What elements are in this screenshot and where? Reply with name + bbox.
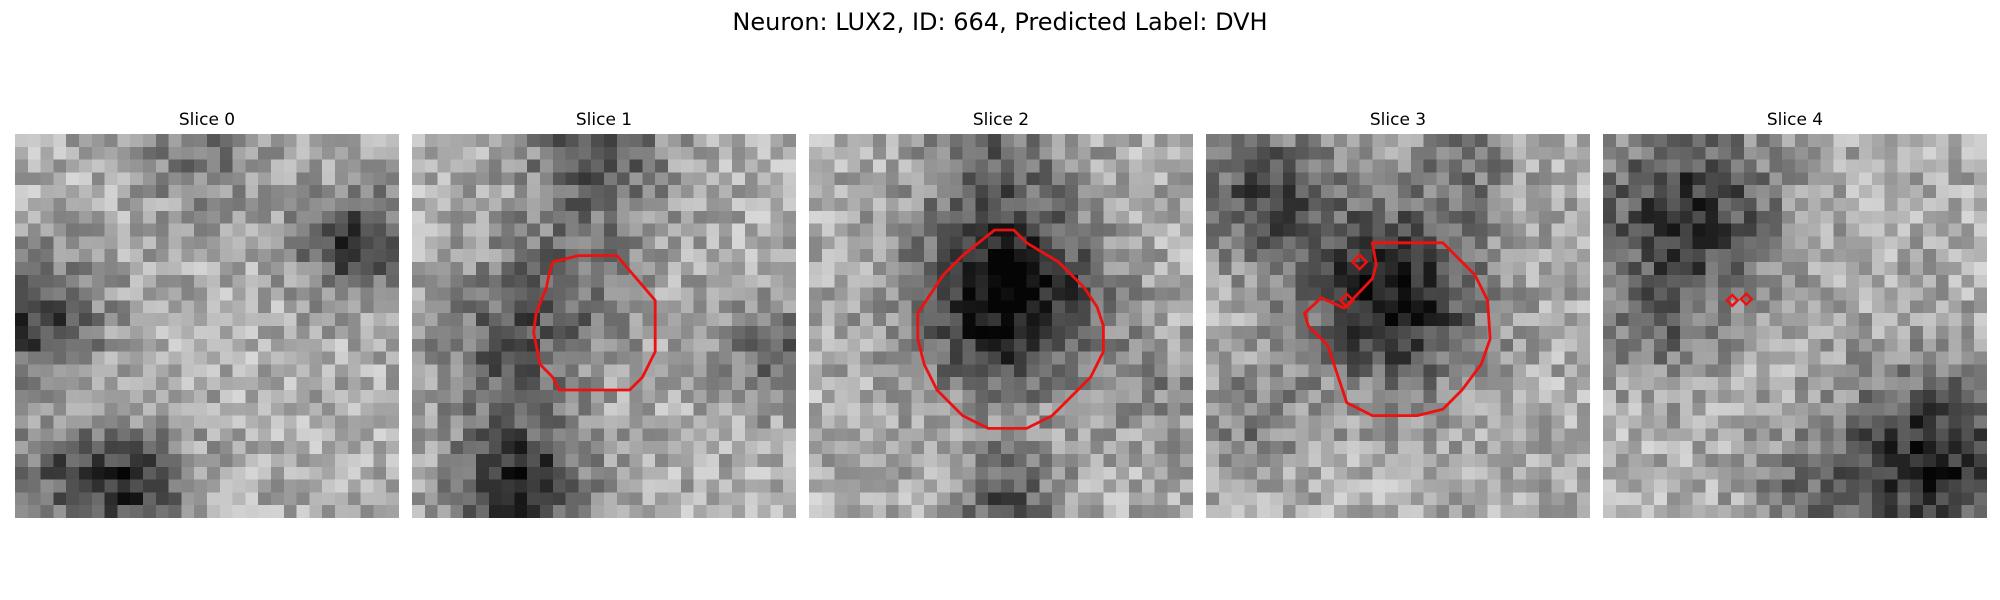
slice-title: Slice 0	[178, 110, 236, 130]
slice-image	[1603, 134, 1987, 518]
roi-marker	[1338, 292, 1356, 309]
slice-panel-4: Slice 4	[1603, 108, 1987, 518]
roi-contour	[916, 228, 1105, 430]
slice-image	[412, 134, 796, 518]
slice-title: Slice 3	[1369, 110, 1427, 130]
slice-panel-0: Slice 0	[15, 108, 399, 518]
roi-marker	[1739, 291, 1754, 307]
slice-title: Slice 1	[575, 110, 633, 130]
roi-marker	[1725, 293, 1740, 308]
slice-panel-3: Slice 3	[1206, 108, 1590, 518]
slice-panel-1: Slice 1	[412, 108, 796, 518]
slice-image	[809, 134, 1193, 518]
slice-image	[1206, 134, 1590, 518]
slice-panel-2: Slice 2	[809, 108, 1193, 518]
roi-contour	[1303, 241, 1492, 418]
roi-marker	[1350, 253, 1369, 271]
slice-image	[15, 134, 399, 518]
slice-title: Slice 2	[972, 110, 1030, 130]
figure-title: Neuron: LUX2, ID: 664, Predicted Label: …	[732, 8, 1268, 36]
roi-contour	[532, 254, 657, 392]
slice-title: Slice 4	[1766, 110, 1824, 130]
